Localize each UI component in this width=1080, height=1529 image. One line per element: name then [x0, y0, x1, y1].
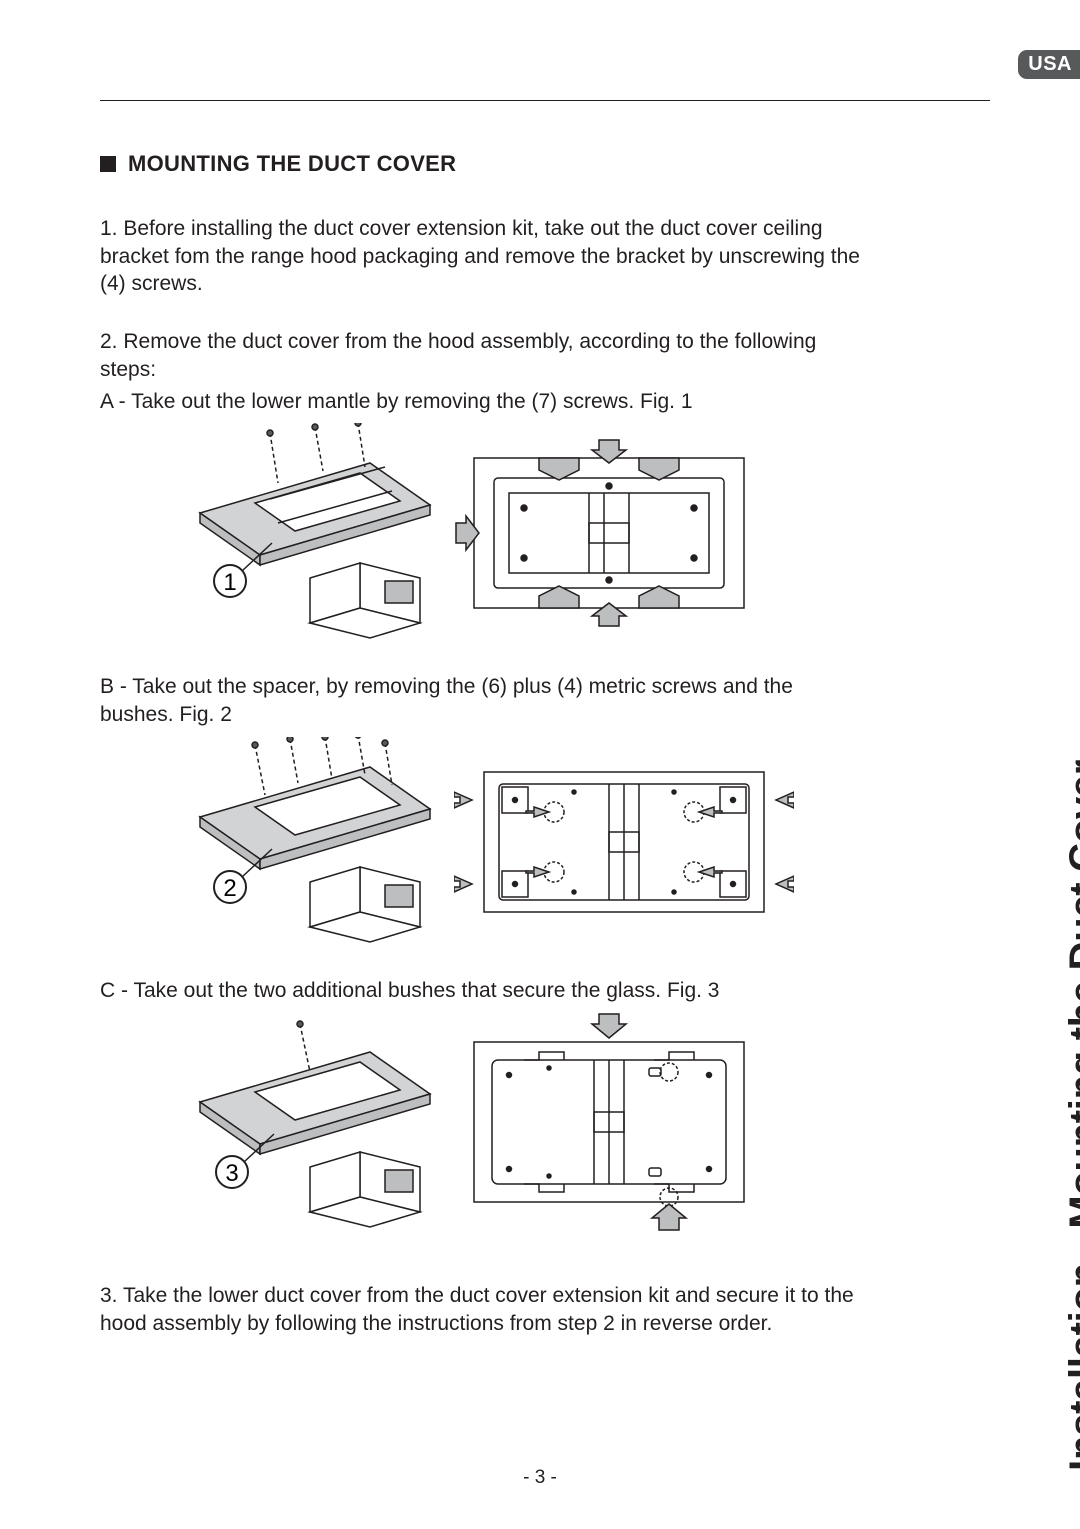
section-header: MOUNTING THE DUCT COVER — [100, 151, 860, 177]
step-2: 2. Remove the duct cover from the hood a… — [100, 328, 860, 383]
fig3-plan — [454, 1012, 764, 1232]
section-title: MOUNTING THE DUCT COVER — [128, 151, 456, 177]
step-1: 1. Before installing the duct cover exte… — [100, 215, 860, 298]
side-title: Installation - Mounting the Duct Cover — [1062, 760, 1080, 1471]
step-3: 3. Take the lower duct cover from the du… — [100, 1282, 860, 1337]
fig2-plan — [454, 752, 794, 932]
page-number: - 3 - — [0, 1467, 1080, 1489]
step-2a: A - Take out the lower mantle by removin… — [100, 388, 860, 416]
content: MOUNTING THE DUCT COVER 1. Before instal… — [100, 151, 860, 1338]
bullet-square — [100, 156, 116, 172]
fig1-plan — [454, 438, 764, 628]
country-badge: USA — [1018, 50, 1080, 79]
figure-1: 1 — [160, 423, 860, 643]
figure-3: 3 — [160, 1012, 860, 1232]
step-2b: B - Take out the spacer, by removing the… — [100, 673, 860, 728]
fig1-iso: 1 — [160, 423, 440, 643]
top-rule — [100, 100, 990, 101]
fig3-iso: 3 — [160, 1012, 440, 1232]
svg-text:1: 1 — [223, 569, 236, 596]
svg-text:2: 2 — [223, 875, 236, 902]
figure-2: 2 — [160, 737, 860, 947]
step-2c: C - Take out the two additional bushes t… — [100, 977, 860, 1005]
fig2-iso: 2 — [160, 737, 440, 947]
svg-text:3: 3 — [225, 1160, 238, 1187]
